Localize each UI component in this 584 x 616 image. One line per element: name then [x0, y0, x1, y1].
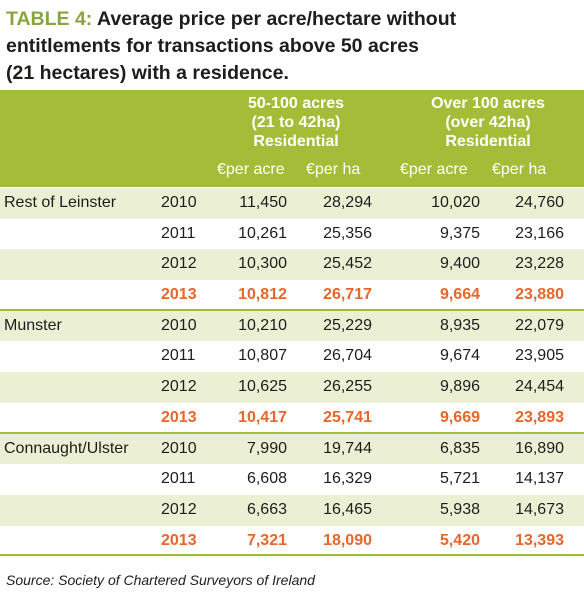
- price-per-ha-50-100-cell: 26,704: [323, 347, 372, 365]
- group1-line2: (21 to 42ha): [251, 114, 341, 131]
- table-row: 2013 7,321 18,090 5,420 13,393: [0, 526, 584, 557]
- group1-line3: Residential: [253, 133, 339, 150]
- table-body: Rest of Leinster 2010 11,450 28,294 10,020 24…: [0, 188, 584, 557]
- table-row: 2013 10,417 25,741 9,669 23,893: [0, 403, 584, 434]
- price-per-ha-50-100-cell: 26,717: [323, 286, 372, 304]
- price-per-acre-50-100-cell: 10,261: [238, 224, 287, 242]
- table-row: 2012 10,625 26,255 9,896 24,454: [0, 372, 584, 403]
- price-per-acre-50-100-cell: 10,417: [238, 408, 287, 426]
- year-cell: 2010: [161, 316, 197, 334]
- title-line-2: entitlements for transactions above 50 a…: [6, 35, 419, 57]
- region-cell: Connaught/Ulster: [4, 439, 129, 457]
- year-cell: 2011: [161, 347, 196, 365]
- price-per-acre-over-100-cell: 9,669: [439, 408, 480, 426]
- price-per-ha-over-100-cell: 22,079: [515, 316, 564, 334]
- table-row: 2013 10,812 26,717 9,664 23,880: [0, 280, 584, 311]
- table-row: Munster 2010 10,210 25,229 8,935 22,079: [0, 310, 584, 342]
- column-group-50-100-acres: 50-100 acres (21 to 42ha) Residential: [208, 94, 384, 151]
- source-note: Source: Society of Chartered Surveyors o…: [6, 572, 315, 588]
- price-per-ha-over-100-cell: 23,905: [515, 347, 564, 365]
- table-title: TABLE 4: Average price per acre/hectare …: [0, 0, 584, 90]
- price-per-acre-50-100-cell: 11,450: [239, 194, 287, 211]
- price-per-ha-over-100-cell: 14,137: [515, 470, 564, 488]
- price-per-acre-over-100-cell: 5,721: [439, 470, 480, 488]
- price-per-acre-over-100-cell: 6,835: [439, 439, 480, 457]
- price-per-acre-50-100-cell: 7,990: [246, 439, 287, 457]
- year-cell: 2010: [161, 439, 197, 457]
- price-per-acre-over-100-cell: 9,674: [439, 347, 480, 365]
- price-per-ha-50-100-cell: 18,090: [323, 531, 372, 549]
- title-text-1: Average price per acre/hectare without: [97, 8, 457, 30]
- title-line-1: TABLE 4: Average price per acre/hectare …: [6, 6, 584, 33]
- group2-line2: (over 42ha): [445, 114, 531, 131]
- price-per-acre-over-100-cell: 5,938: [439, 500, 480, 518]
- price-per-ha-over-100-cell: 23,166: [515, 224, 564, 242]
- year-cell: 2012: [161, 378, 197, 396]
- price-per-acre-over-100-cell: 9,375: [439, 224, 480, 242]
- price-per-ha-50-100-cell: 25,356: [323, 224, 372, 242]
- price-per-ha-50-100-cell: 25,452: [323, 255, 372, 273]
- year-cell: 2013: [161, 531, 197, 549]
- col-header-per-acre-2: €per acre: [400, 161, 468, 178]
- price-per-ha-50-100-cell: 28,294: [323, 194, 372, 211]
- price-per-ha-over-100-cell: 13,393: [515, 531, 564, 549]
- price-per-ha-50-100-cell: 16,465: [323, 500, 372, 518]
- price-per-ha-over-100-cell: 23,880: [515, 286, 564, 304]
- price-per-acre-50-100-cell: 6,663: [246, 500, 287, 518]
- region-cell: Munster: [4, 316, 62, 334]
- price-per-acre-over-100-cell: 9,664: [439, 286, 480, 304]
- price-per-ha-50-100-cell: 25,229: [323, 316, 372, 334]
- group2-line3: Residential: [445, 133, 531, 150]
- price-per-acre-over-100-cell: 10,020: [431, 194, 480, 211]
- price-per-acre-50-100-cell: 10,300: [238, 255, 287, 273]
- price-per-ha-over-100-cell: 16,890: [515, 439, 564, 457]
- price-per-ha-50-100-cell: 26,255: [323, 378, 372, 396]
- price-per-acre-50-100-cell: 10,625: [238, 378, 287, 396]
- price-per-acre-over-100-cell: 9,400: [439, 255, 480, 273]
- year-cell: 2012: [161, 255, 197, 273]
- price-per-acre-over-100-cell: 9,896: [439, 378, 480, 396]
- table-row: Connaught/Ulster 2010 7,990 19,744 6,835 16,8…: [0, 433, 584, 465]
- price-per-ha-50-100-cell: 25,741: [323, 408, 372, 426]
- price-per-acre-over-100-cell: 8,935: [439, 316, 480, 334]
- table-row: 2011 6,608 16,329 5,721 14,137: [0, 464, 584, 495]
- price-per-acre-50-100-cell: 10,210: [238, 316, 287, 334]
- year-cell: 2012: [161, 500, 197, 518]
- price-per-acre-50-100-cell: 7,321: [246, 531, 287, 549]
- col-header-per-ha-2: €per ha: [492, 161, 547, 178]
- price-per-acre-over-100-cell: 5,420: [439, 531, 480, 549]
- group1-line1: 50-100 acres: [247, 95, 345, 112]
- table-row: Rest of Leinster 2010 11,450 28,294 10,020 24…: [0, 188, 584, 219]
- year-cell: 2013: [161, 286, 197, 304]
- price-per-ha-over-100-cell: 23,893: [515, 408, 564, 426]
- price-per-ha-over-100-cell: 23,228: [515, 255, 564, 273]
- price-per-ha-over-100-cell: 24,454: [515, 378, 564, 396]
- table-number: TABLE 4:: [6, 8, 93, 30]
- year-cell: 2011: [161, 470, 196, 488]
- table-row: 2012 10,300 25,452 9,400 23,228: [0, 249, 584, 281]
- table-row: 2012 6,663 16,465 5,938 14,673: [0, 494, 584, 526]
- year-cell: 2010: [161, 194, 197, 211]
- year-cell: 2013: [161, 408, 197, 426]
- table-row: 2011 10,261 25,356 9,375 23,166: [0, 219, 584, 250]
- col-header-per-acre-1: €per acre: [217, 161, 285, 178]
- price-per-ha-50-100-cell: 19,744: [323, 439, 372, 457]
- table-header: 50-100 acres (21 to 42ha) Residential Ov…: [0, 90, 584, 187]
- col-header-per-ha-1: €per ha: [306, 161, 361, 178]
- price-per-ha-over-100-cell: 24,760: [515, 194, 564, 211]
- price-per-ha-over-100-cell: 14,673: [515, 500, 564, 518]
- region-cell: Rest of Leinster: [4, 194, 117, 211]
- column-group-over-100-acres: Over 100 acres (over 42ha) Residential: [392, 94, 584, 151]
- price-per-acre-50-100-cell: 6,608: [246, 470, 287, 488]
- year-cell: 2011: [161, 224, 196, 242]
- price-per-acre-50-100-cell: 10,812: [238, 286, 287, 304]
- price-per-acre-50-100-cell: 10,807: [238, 347, 287, 365]
- title-line-3: (21 hectares) with a residence.: [6, 62, 289, 84]
- group2-line1: Over 100 acres: [431, 95, 545, 112]
- table-row: 2011 10,807 26,704 9,674 23,905: [0, 341, 584, 372]
- price-per-ha-50-100-cell: 16,329: [323, 470, 372, 488]
